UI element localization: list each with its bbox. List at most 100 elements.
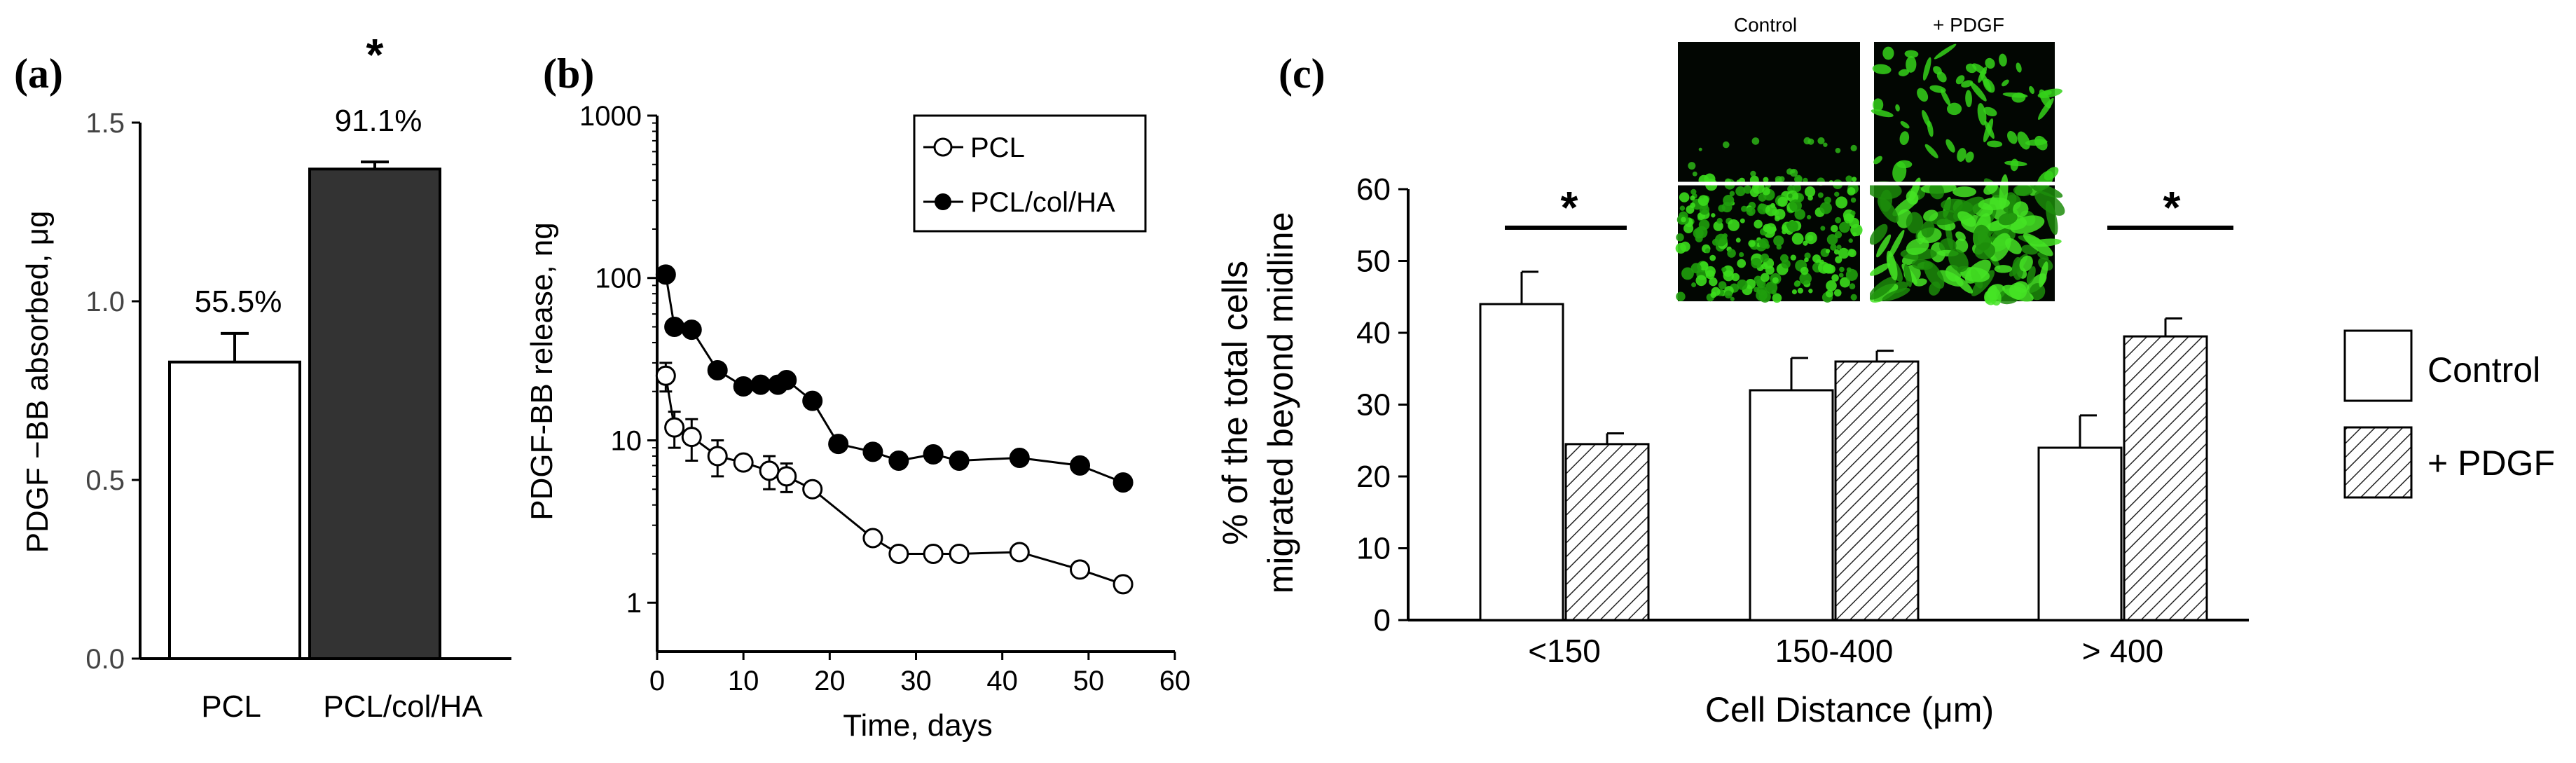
inset-cell <box>1933 66 1942 75</box>
control-bar <box>1479 303 1564 621</box>
inset-cell <box>1983 182 1998 195</box>
pclcolha-data-point <box>923 444 944 465</box>
inset-cell <box>1773 235 1784 247</box>
inset-cell <box>1948 249 1969 273</box>
inset-cell <box>1824 196 1831 204</box>
inset-cell <box>1690 263 1702 274</box>
inset-cell <box>1790 254 1796 261</box>
inset-cell <box>1850 144 1857 151</box>
microscopy-inset: Control + PDGF <box>1675 14 2065 306</box>
inset-cell <box>1711 213 1716 218</box>
inset-cell <box>1834 231 1843 239</box>
inset-cell <box>1900 121 1910 129</box>
panel-c-ytick-label: 40 <box>1356 316 1391 350</box>
inset-cell <box>1751 137 1760 145</box>
pclcolha-data-point <box>888 450 909 471</box>
inset-cell <box>1709 277 1718 287</box>
inset-cell <box>1698 219 1710 231</box>
pcl-data-point <box>776 466 797 487</box>
inset-cell <box>1826 289 1833 298</box>
panel-a-bar-label-pcl: 55.5% <box>195 284 282 319</box>
panel-b-series <box>655 264 1134 595</box>
panel-c-ylabel-line2: migrated beyond midline <box>1261 212 1300 594</box>
panel-c-sig-star-3: * <box>2163 182 2181 233</box>
inset-cell <box>1845 175 1853 183</box>
pclcolha-data-point <box>750 374 771 395</box>
pcl-data-point <box>862 528 883 549</box>
inset-cell <box>2023 233 2053 256</box>
panel-a-label: (a) <box>14 50 63 97</box>
panel-a-ytick-label: 0.0 <box>85 644 125 675</box>
inset-cell <box>1938 238 1957 254</box>
inset-cell <box>1728 219 1740 231</box>
pcl-data-point <box>655 365 676 386</box>
inset-cell <box>1805 231 1817 245</box>
panel-b-xtick-label: 60 <box>1159 666 1191 696</box>
inset-cell <box>1741 205 1747 212</box>
inset-cell <box>1789 199 1802 212</box>
inset-cell <box>1833 249 1840 255</box>
inset-cell <box>1718 281 1727 289</box>
inset-cell <box>1804 257 1809 263</box>
pcl-data-point <box>949 543 970 564</box>
inset-cell <box>1762 187 1770 195</box>
inset-cell <box>1839 266 1845 273</box>
inset-cell <box>2044 90 2052 95</box>
inset-cell <box>1826 280 1837 291</box>
inset-cell <box>1754 184 1759 190</box>
pclcolha-data-point <box>707 360 728 381</box>
inset-cell <box>1791 289 1797 295</box>
inset-cell <box>1820 226 1826 231</box>
inset-cell <box>2026 266 2036 284</box>
panel-a-significance-star: * <box>366 29 384 80</box>
pcl-data-point <box>1113 574 1134 595</box>
inset-cell <box>1873 156 1882 165</box>
inset-cell <box>2013 201 2029 218</box>
inset-cell <box>1904 50 1919 58</box>
inset-cell <box>2038 97 2054 121</box>
inset-cell <box>2007 130 2018 144</box>
inset-cell <box>1961 80 1974 88</box>
inset-cell <box>1746 207 1756 216</box>
inset-cell <box>1978 67 1988 83</box>
inset-cell <box>1999 53 2007 67</box>
inset-cell <box>1758 238 1769 249</box>
panel-c: (c) % of the total cells migrated beyond… <box>1215 14 2555 729</box>
inset-label-pdgf: + PDGF <box>1933 14 2004 36</box>
inset-cell <box>1825 249 1831 254</box>
inset-cell <box>1739 252 1744 257</box>
inset-cell <box>1786 221 1798 233</box>
panel-c-legend: Control + PDGF <box>2343 329 2555 499</box>
inset-cell <box>1850 294 1857 301</box>
pcl-data-point <box>802 479 823 500</box>
inset-cell <box>1740 218 1745 224</box>
inset-cell <box>1848 238 1853 243</box>
inset-cell <box>1973 224 1992 251</box>
inset-cell <box>1906 191 1919 205</box>
pcl-data-point <box>923 543 944 564</box>
inset-cell <box>1940 88 1951 106</box>
inset-cell <box>1917 88 1929 102</box>
inset-cell <box>1792 184 1801 193</box>
panel-a: (a) PDGF −BB absorbed, μg 0.0 0.5 1.0 1.5 P… <box>14 29 511 724</box>
pclcolha-data-point <box>681 319 702 341</box>
panel-a-ytick-label: 0.5 <box>85 465 125 496</box>
inset-cell <box>1873 98 1884 112</box>
inset-cell <box>1850 197 1857 203</box>
panel-c-sig-star-1: * <box>1561 182 1578 233</box>
pclcolha-data-point <box>733 376 754 397</box>
inset-cell <box>1730 296 1735 301</box>
pdgf-bar <box>1834 360 1920 621</box>
inset-cell <box>1817 137 1825 145</box>
inset-cell <box>1737 259 1747 268</box>
inset-cell <box>2037 252 2049 261</box>
inset-cell <box>1847 187 1856 195</box>
inset-cell <box>1983 78 1995 93</box>
inset-cell <box>2010 158 2019 172</box>
inset-cell <box>1947 102 1962 116</box>
inset-cell <box>1688 162 1696 170</box>
inset-cell <box>1868 276 1897 300</box>
inset-cell <box>1711 287 1721 296</box>
legend-pdgf-swatch <box>2343 426 2413 499</box>
inset-cell <box>1831 274 1839 282</box>
